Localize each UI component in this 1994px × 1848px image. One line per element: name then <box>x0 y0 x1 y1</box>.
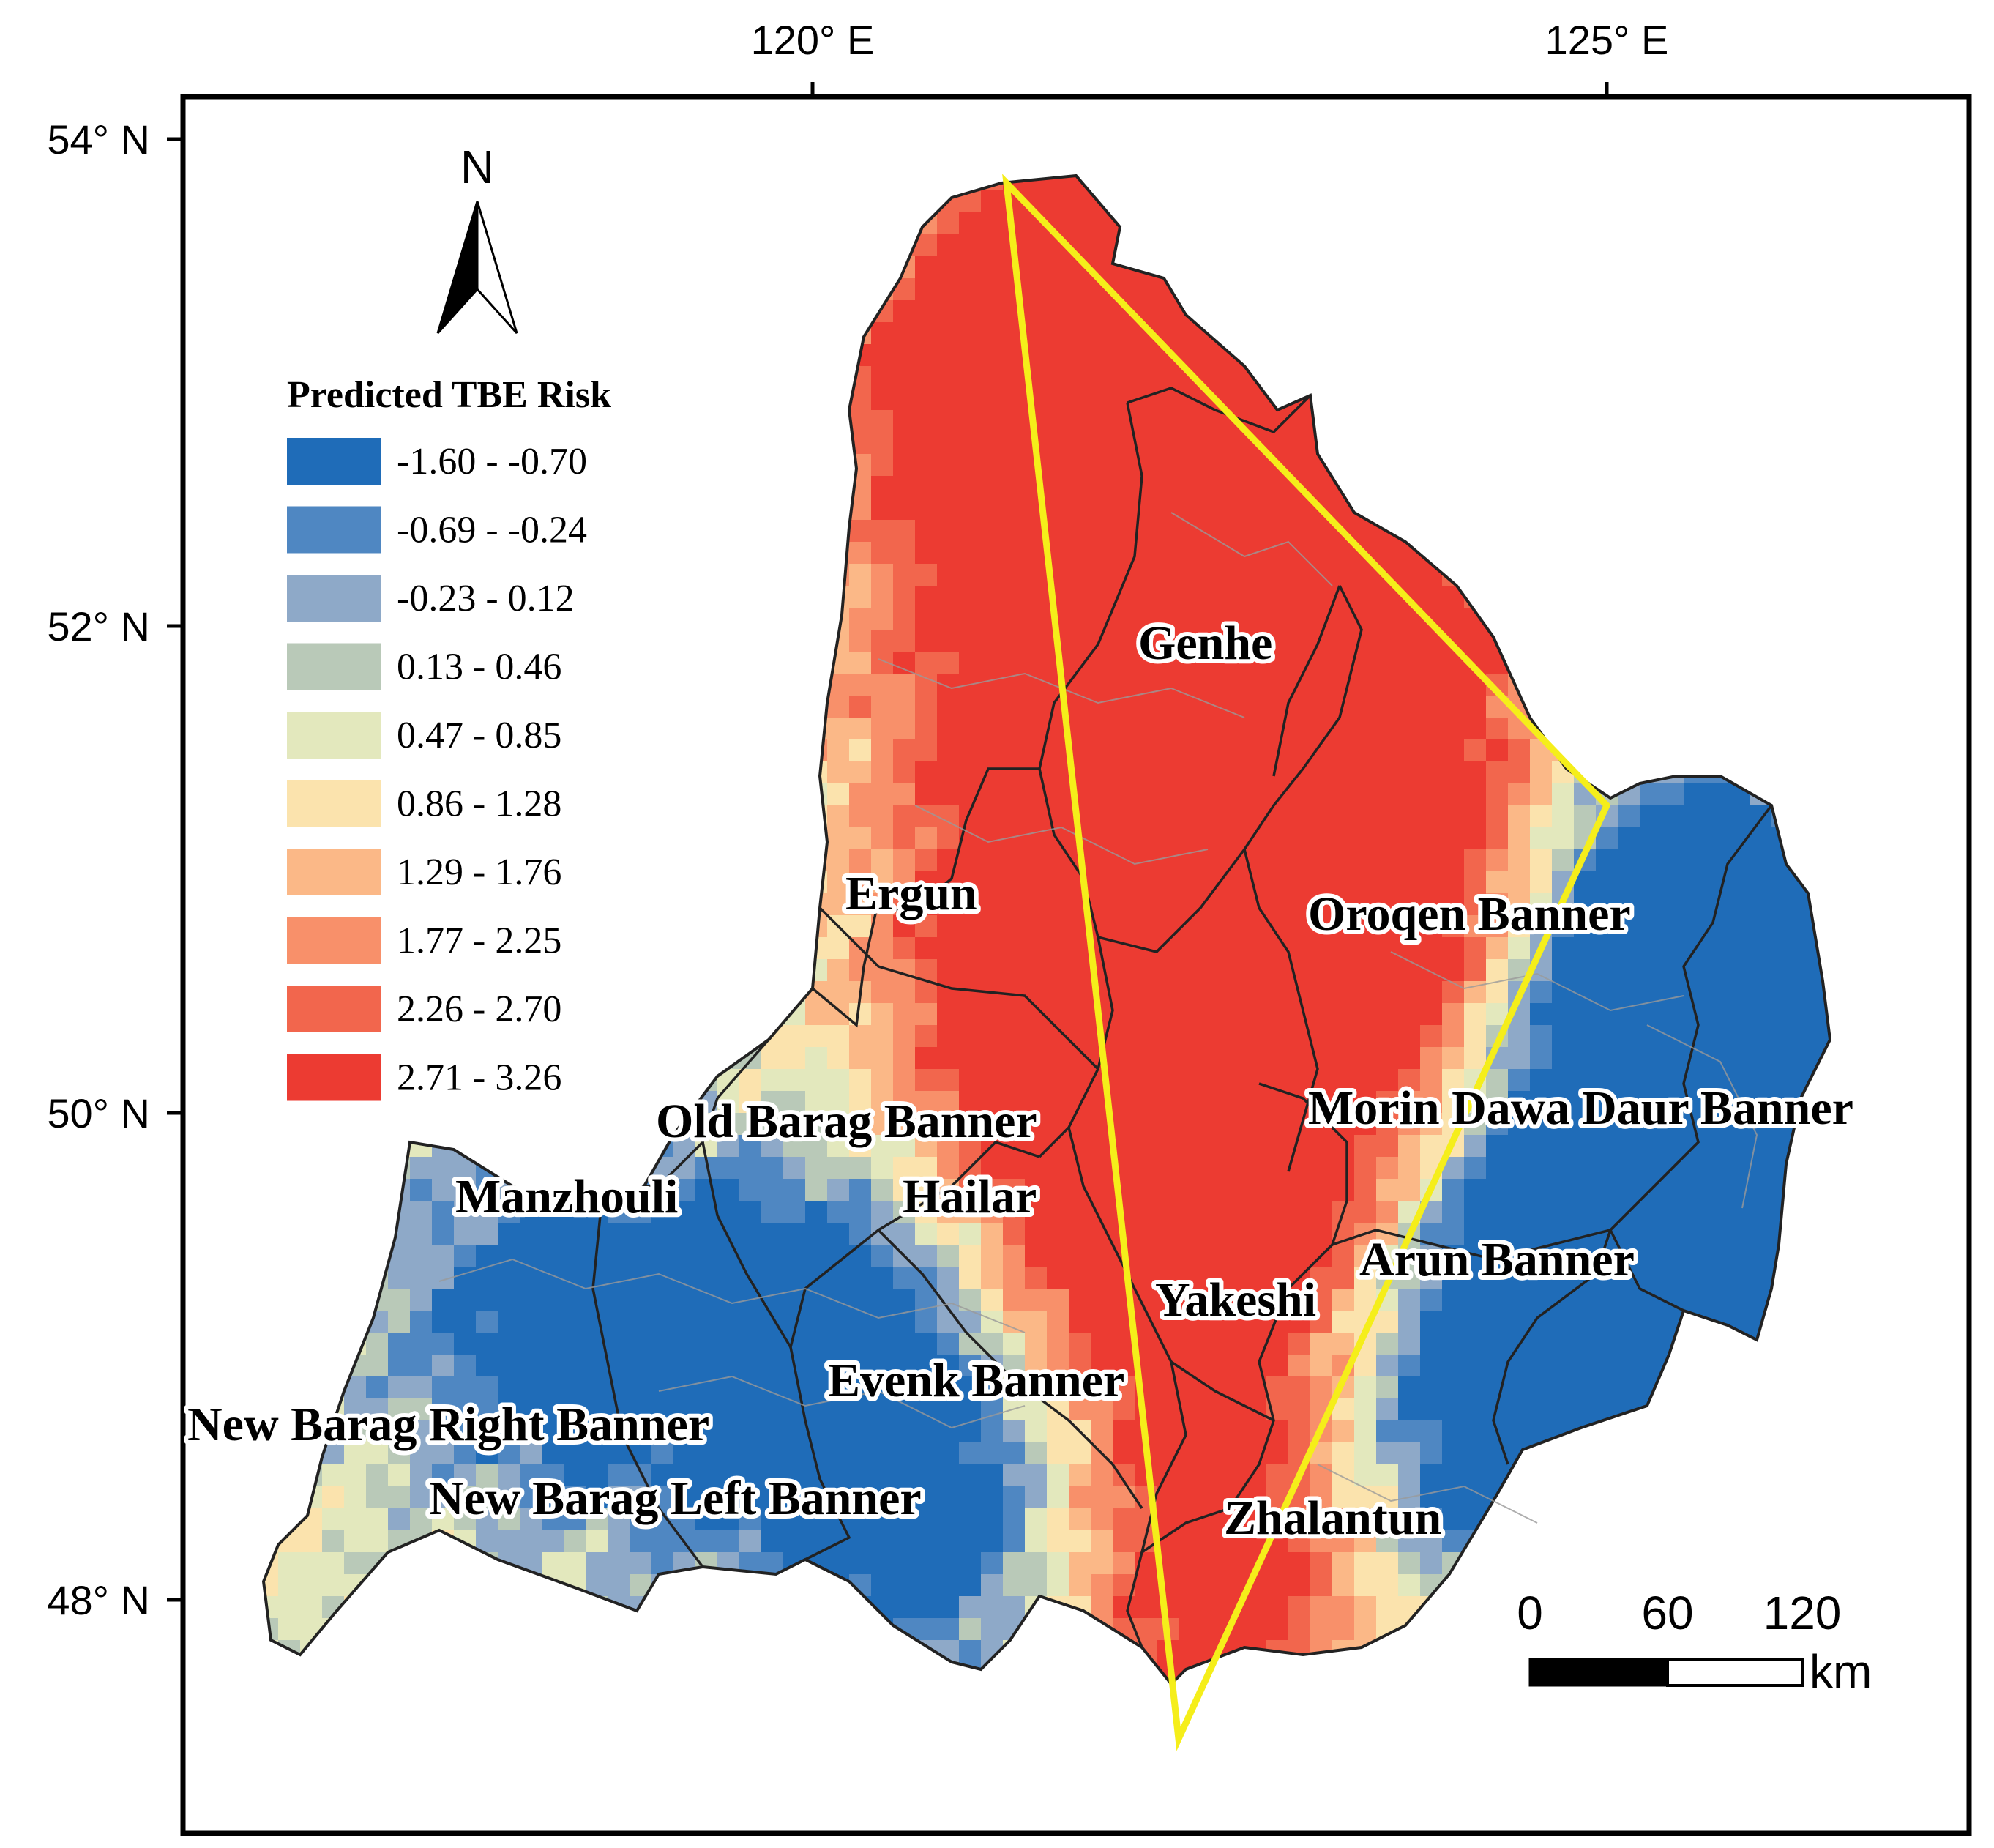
label-morin-dawa-daur-banner: Morin Dawa Daur Banner <box>1308 1081 1853 1135</box>
legend-swatch <box>287 917 381 964</box>
highlight-triangle <box>1002 174 1611 1751</box>
scale-unit: km <box>1810 1645 1872 1698</box>
tick-50n: 50° N <box>47 1090 150 1136</box>
legend-swatch <box>287 780 381 827</box>
legend-label: 1.29 - 1.76 <box>397 852 561 893</box>
legend-title: Predicted TBE Risk <box>287 374 611 416</box>
tick-48n: 48° N <box>47 1577 150 1623</box>
legend-swatch <box>287 575 381 622</box>
scale-bar: 0 60 120 km <box>1517 1587 1872 1698</box>
tick-125e: 125° E <box>1545 17 1669 63</box>
tick-52n: 52° N <box>47 603 150 649</box>
tick-54n: 54° N <box>47 116 150 163</box>
label-manzhouli: Manzhouli <box>455 1170 678 1223</box>
legend-label: 0.47 - 0.85 <box>397 715 561 756</box>
county-boundaries <box>591 387 1773 1648</box>
map-frame <box>180 94 1972 1836</box>
label-new-barag-right-banner: New Barag Right Banner <box>187 1398 709 1451</box>
label-hailar: Hailar <box>903 1170 1037 1223</box>
scale-bar-white-segment <box>1666 1658 1804 1687</box>
legend-swatch <box>287 986 381 1032</box>
legend-label: 2.71 - 3.26 <box>397 1057 561 1099</box>
tick-120e: 120° E <box>751 17 875 63</box>
legend-label: 1.77 - 2.25 <box>397 920 561 962</box>
label-old-barag-banner: Old Barag Banner <box>656 1095 1037 1148</box>
label-evenk-banner: Evenk Banner <box>828 1354 1124 1407</box>
place-labels: Genhe Ergun Oroqen Banner Old Barag Bann… <box>183 612 1858 1549</box>
north-letter: N <box>460 141 494 193</box>
label-genhe: Genhe <box>1138 616 1272 670</box>
legend-swatch <box>287 712 381 759</box>
legend-label: -0.23 - 0.12 <box>397 578 575 619</box>
label-ergun: Ergun <box>845 867 977 920</box>
scale-label-120: 120 <box>1763 1587 1842 1639</box>
legend-swatch <box>287 849 381 895</box>
label-arun-banner: Arun Banner <box>1359 1233 1635 1286</box>
scale-bar-black-segment <box>1528 1658 1669 1687</box>
scale-label-60: 60 <box>1641 1587 1693 1639</box>
label-zhalantun: Zhalantun <box>1224 1491 1441 1545</box>
legend: Predicted TBE Risk -1.60 - -0.70 -0.69 - … <box>287 374 611 1101</box>
north-arrow: N <box>436 141 518 335</box>
scale-label-0: 0 <box>1517 1587 1543 1639</box>
legend-label: -0.69 - -0.24 <box>397 510 587 551</box>
legend-label: 0.13 - 0.46 <box>397 647 561 688</box>
legend-swatch <box>287 1054 381 1101</box>
label-new-barag-left-banner: New Barag Left Banner <box>429 1472 922 1525</box>
legend-label: -1.60 - -0.70 <box>397 441 587 483</box>
legend-swatch <box>287 506 381 554</box>
legend-swatch <box>287 643 381 690</box>
north-arrow-icon <box>436 201 518 335</box>
legend-label: 2.26 - 2.70 <box>397 988 561 1030</box>
legend-swatch <box>287 438 381 485</box>
label-yakeshi: Yakeshi <box>1155 1273 1316 1327</box>
axis-ticks <box>167 82 1609 1602</box>
legend-label: 0.86 - 1.28 <box>397 783 561 825</box>
label-oroqen-banner: Oroqen Banner <box>1308 887 1631 941</box>
